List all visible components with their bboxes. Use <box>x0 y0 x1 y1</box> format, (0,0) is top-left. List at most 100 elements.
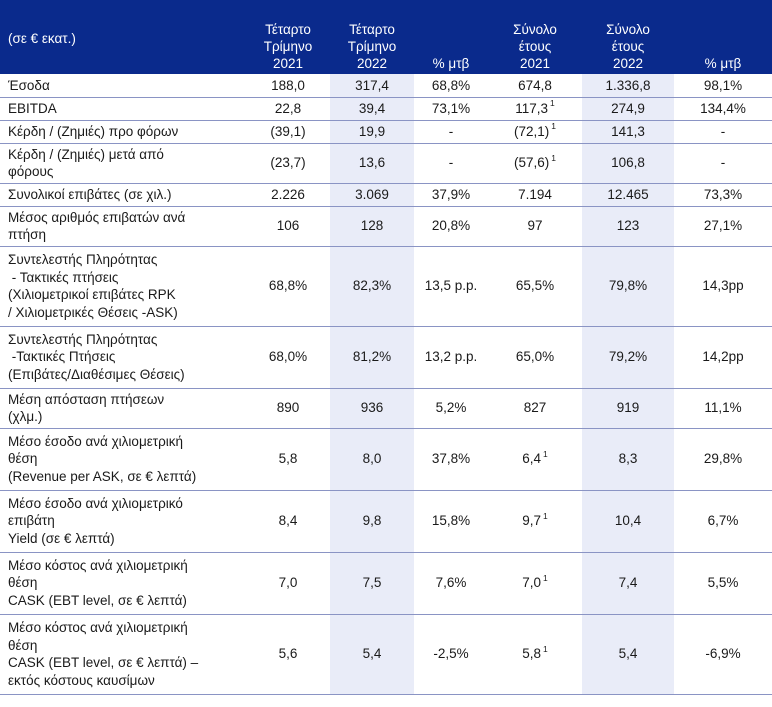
column-header-line: % μτβ <box>432 56 470 71</box>
cell-y2022: 919 <box>582 388 674 429</box>
cell-q2021: 890 <box>246 388 330 429</box>
footnote-marker: 1 <box>551 152 556 163</box>
cell-q2022: 19,9 <box>330 120 414 144</box>
table-row: Συντελεστής Πληρότητας -Τακτικές Πτήσεις… <box>0 326 772 389</box>
table-row: Κέρδη / (Ζημιές) μετά από φόρους (23,7) 13,… <box>0 143 772 184</box>
cell-value: 123 <box>616 218 640 234</box>
cell-value: 13,6 <box>358 155 386 171</box>
row-label-line: EBITDA <box>8 100 57 116</box>
row-label: Συντελεστής Πληρότητας - Τακτικές πτήσει… <box>0 246 246 327</box>
cell-value: 7,0 <box>278 575 298 591</box>
cell-y2021: 827 <box>488 388 582 429</box>
row-label-line: Κέρδη / (Ζημιές) μετά από <box>8 146 164 162</box>
column-header: Σύνολο έτους 2022 <box>582 0 674 74</box>
column-header-line: έτους <box>611 39 645 54</box>
cell-value: 73,1% <box>431 100 471 116</box>
cell-y2022: 79,8% <box>582 246 674 327</box>
cell-value: 5,4 <box>362 646 382 662</box>
table-row: Μέσο κόστος ανά χιλιομετρική θέση CASK (EB… <box>0 552 772 615</box>
row-label: Κέρδη / (Ζημιές) μετά από φόρους <box>0 143 246 184</box>
column-header-line: 2022 <box>356 56 388 71</box>
cell-y2022: 10,4 <box>582 490 674 553</box>
cell-y2021: 65,5% <box>488 246 582 327</box>
cell-value: 14,3pp <box>702 278 744 294</box>
column-header-line: έτους <box>518 39 552 54</box>
row-label-line: - Τακτικές πτήσεις <box>8 269 119 285</box>
column-header-line: 2021 <box>272 56 304 71</box>
table-row: Μέσο κόστος ανά χιλιομετρική θέση CASK (EB… <box>0 614 772 695</box>
cell-y-change: 27,1% <box>674 206 772 247</box>
row-label-line: -Τακτικές Πτήσεις <box>8 349 116 365</box>
cell-value: 2.226 <box>271 186 305 202</box>
cell-q2021: 7,0 <box>246 552 330 615</box>
cell-value: 13,5 p.p. <box>424 278 478 294</box>
cell-value: 13,2 p.p. <box>424 349 478 365</box>
table-row: Μέση απόσταση πτήσεων (χλμ.) 890 936 5,2% 827… <box>0 388 772 429</box>
cell-value: 98,1% <box>703 77 743 93</box>
cell-value: 827 <box>523 400 547 416</box>
cell-value: 106 <box>276 218 300 234</box>
cell-value: 674,8 <box>518 77 552 93</box>
row-label-line: (Revenue per ASK, σε € λεπτά) <box>8 468 197 484</box>
row-label-line: Yield (σε € λεπτά) <box>8 530 115 546</box>
cell-y-change: 11,1% <box>674 388 772 429</box>
row-label-line: Μέσο έσοδο ανά χιλιομετρικό <box>8 495 183 511</box>
cell-value: 1.336,8 <box>605 77 651 93</box>
cell-value: 6,4 <box>522 451 542 467</box>
column-header-line: Τέταρτο <box>265 22 311 37</box>
cell-value: 12.465 <box>607 186 649 202</box>
cell-value: 81,2% <box>352 349 392 365</box>
row-label-line: θέση <box>8 637 38 653</box>
cell-y-change: 29,8% <box>674 428 772 491</box>
cell-y2022: 12.465 <box>582 183 674 207</box>
cell-value: 37,9% <box>431 186 471 202</box>
cell-value: 3.069 <box>355 186 389 202</box>
row-label: Συντελεστής Πληρότητας -Τακτικές Πτήσεις… <box>0 326 246 389</box>
column-header-line: Τέταρτο <box>349 22 395 37</box>
cell-value: 65,0% <box>515 349 555 365</box>
cell-y2022: 8,3 <box>582 428 674 491</box>
cell-y2021: 674,8 <box>488 74 582 98</box>
footnote-marker: 1 <box>551 121 556 132</box>
row-label: EBITDA <box>0 97 246 121</box>
cell-y-change: 73,3% <box>674 183 772 207</box>
row-label: Μέσο κόστος ανά χιλιομετρική θέση CASK (EB… <box>0 552 246 615</box>
cell-y2021: (72,1) 1 <box>488 120 582 144</box>
cell-value: 82,3% <box>352 278 392 294</box>
cell-q2022: 81,2% <box>330 326 414 389</box>
cell-value: 7,4 <box>618 575 638 591</box>
footnote-marker: 1 <box>543 510 548 521</box>
units-header: (σε € εκατ.) <box>0 0 246 74</box>
cell-value: 5,8 <box>522 646 542 662</box>
footnote-marker: 1 <box>543 572 548 583</box>
column-header: Τέταρτο Τρίμηνο 2021 <box>246 0 330 74</box>
cell-value: 106,8 <box>611 155 645 171</box>
cell-q-change: 13,5 p.p. <box>414 246 488 327</box>
column-header-line: Σύνολο <box>606 22 650 37</box>
cell-q2021: 106 <box>246 206 330 247</box>
cell-value: (57,6) <box>513 155 550 171</box>
footnote-marker: 1 <box>550 98 555 109</box>
cell-value: 10,4 <box>614 513 642 529</box>
cell-q2021: (39,1) <box>246 120 330 144</box>
cell-value: (72,1) <box>513 123 550 139</box>
cell-y2022: 5,4 <box>582 614 674 695</box>
cell-value: 7,5 <box>362 575 382 591</box>
table-row: Μέσο έσοδο ανά χιλιομετρική θέση (Revenue … <box>0 428 772 491</box>
cell-value: - <box>720 155 726 171</box>
column-header: Τέταρτο Τρίμηνο 2022 <box>330 0 414 74</box>
cell-value: - <box>720 123 726 139</box>
cell-value: 890 <box>276 400 300 416</box>
cell-q2021: (23,7) <box>246 143 330 184</box>
column-header: % μτβ <box>414 0 488 74</box>
cell-y-change: 134,4% <box>674 97 772 121</box>
row-label-line: Έσοδα <box>8 77 50 93</box>
row-label-line: CASK (EBT level, σε € λεπτά) <box>8 592 187 608</box>
cell-y2021: 65,0% <box>488 326 582 389</box>
row-label: Έσοδα <box>0 74 246 98</box>
cell-q2021: 8,4 <box>246 490 330 553</box>
table-row: Μέσος αριθμός επιβατών ανά πτήση 106 128 20,… <box>0 206 772 247</box>
cell-q2021: 68,8% <box>246 246 330 327</box>
cell-value: 8,3 <box>618 451 638 467</box>
cell-y2021: (57,6) 1 <box>488 143 582 184</box>
